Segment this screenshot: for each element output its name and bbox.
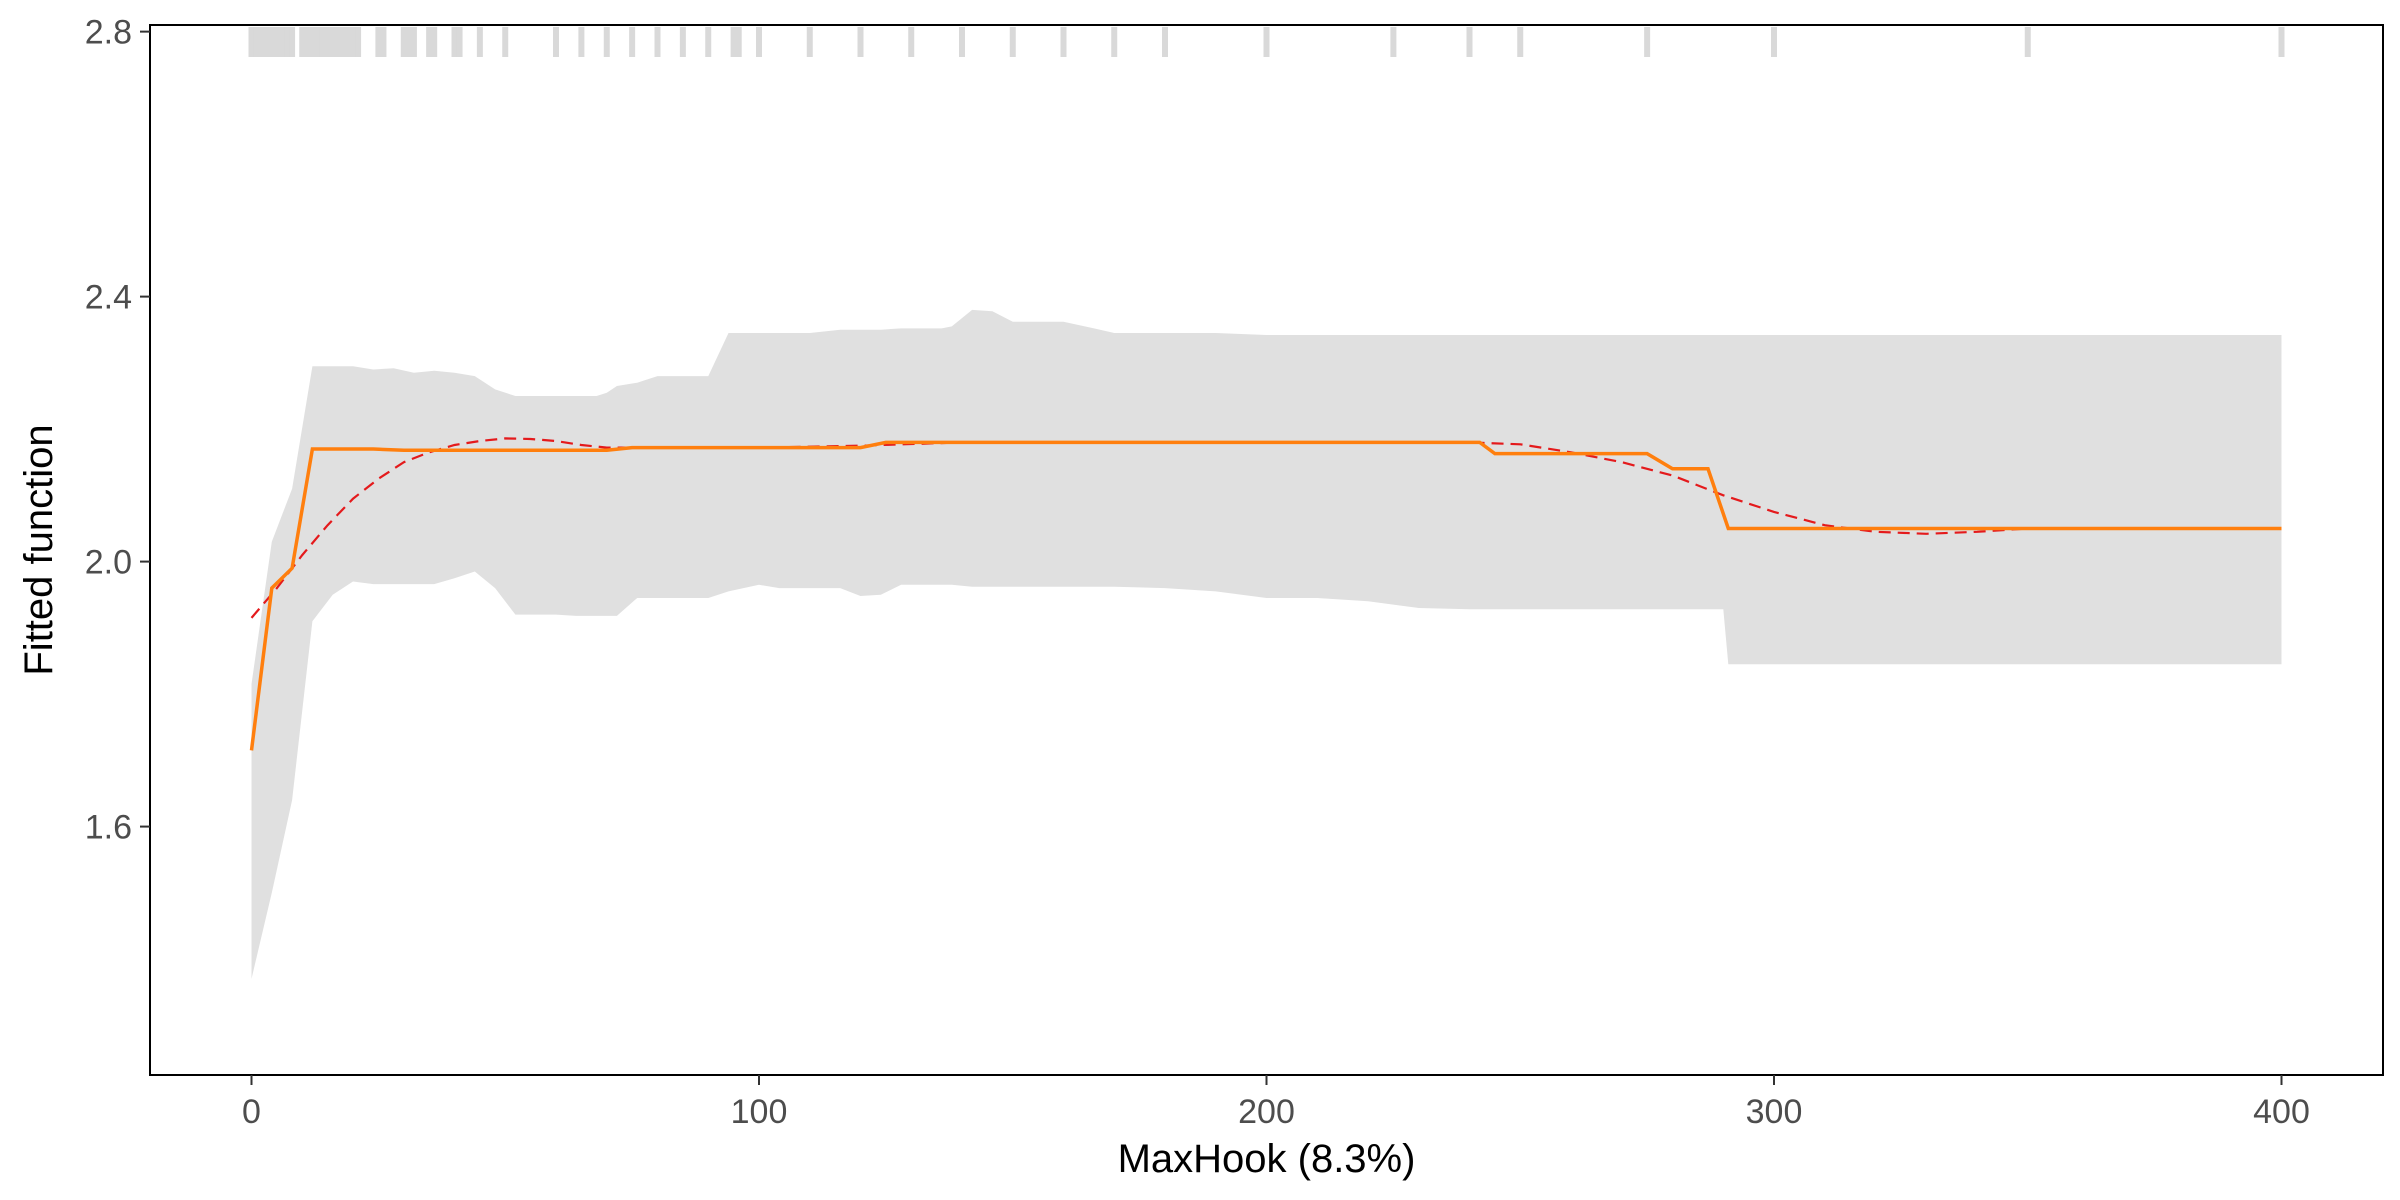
y-tick-label: 2.4	[85, 279, 132, 317]
series-line-fitted	[249, 440, 2282, 751]
y-tick-label: 2.8	[85, 14, 132, 52]
x-tick-label: 200	[1238, 1093, 1295, 1131]
confidence-band-layer	[251, 309, 2282, 979]
rug-layer	[248, 27, 2285, 57]
y-axis-title: Fitted function	[17, 424, 61, 675]
y-tick-label: 1.6	[85, 809, 132, 847]
x-tick-label: 0	[242, 1093, 261, 1131]
x-tick-label: 400	[2253, 1093, 2310, 1131]
x-tick-label: 100	[731, 1093, 788, 1131]
axis-layer: 0 100 200 300 400 1.6 2.0 2.4 2.8	[85, 14, 2384, 1131]
confidence-band	[251, 309, 2282, 979]
x-tick-label: 300	[1746, 1093, 1803, 1131]
y-tick-label: 2.0	[85, 544, 132, 582]
series-layer	[249, 437, 2282, 751]
x-axis-title: MaxHook (8.3%)	[1118, 1137, 1416, 1181]
